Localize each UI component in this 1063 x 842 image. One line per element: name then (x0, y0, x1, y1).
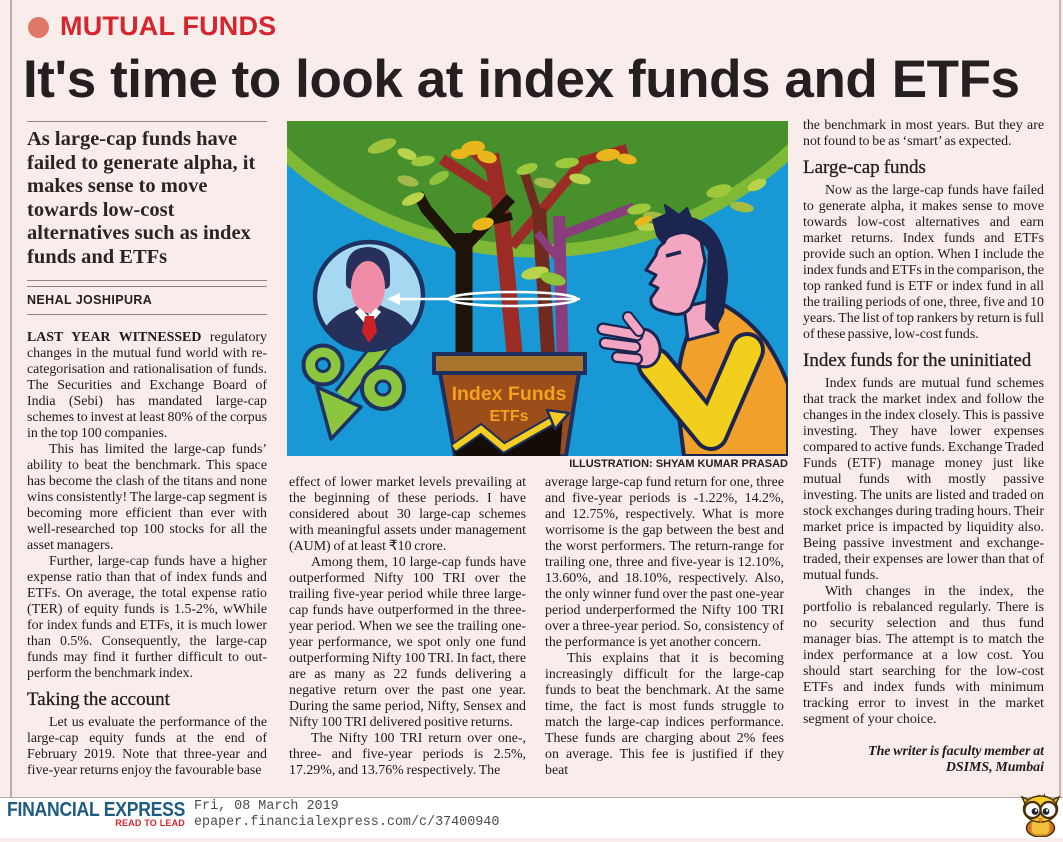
svg-text:Index Funds: Index Funds (452, 383, 567, 405)
svg-text:ETFs: ETFs (489, 408, 528, 425)
